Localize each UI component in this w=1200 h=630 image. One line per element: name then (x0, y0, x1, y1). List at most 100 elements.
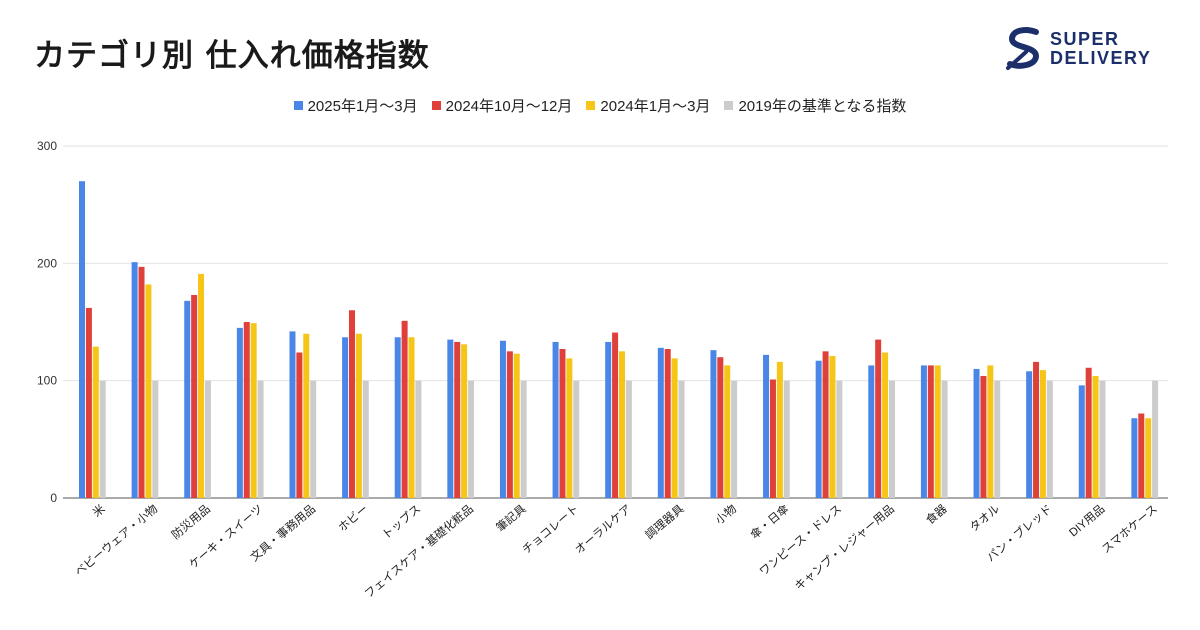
bar-2 (769, 379, 776, 498)
bar-3 (776, 361, 783, 498)
x-tick-label: 傘・日傘 (748, 502, 792, 542)
bar-3 (618, 351, 625, 498)
legend-label: 2024年1月～3月 (600, 98, 711, 115)
y-tick-label: 200 (37, 256, 57, 270)
bar-2 (296, 352, 303, 498)
legend-swatch (431, 101, 441, 110)
legend-swatch (293, 101, 303, 110)
x-tick-label: スマホケース (1099, 502, 1160, 556)
bar-1 (815, 360, 822, 498)
bar-2 (506, 351, 513, 498)
bar-3 (829, 356, 836, 498)
bar-3 (1092, 375, 1099, 498)
logo-text-line2: DELIVERY (1050, 48, 1152, 68)
bar-3 (250, 323, 257, 498)
bar-1 (447, 339, 454, 498)
bar-3 (1039, 370, 1046, 498)
bar-3 (461, 344, 468, 498)
x-tick-label: タオル (967, 502, 1002, 534)
x-tick-label: トップス (380, 502, 424, 542)
bar-2 (612, 332, 619, 498)
bar-3 (882, 352, 889, 498)
bar-1 (184, 300, 191, 498)
bar-1 (499, 340, 506, 498)
bar-1 (79, 181, 85, 498)
bar-4 (1152, 380, 1159, 498)
bar-3 (145, 284, 152, 498)
bar-2 (927, 365, 934, 498)
bar-4 (310, 380, 317, 498)
bar-3 (724, 365, 731, 498)
x-tick-label: 小物 (712, 502, 739, 528)
legend-label: 2024年10月～12月 (445, 98, 573, 115)
bar-2 (717, 357, 724, 498)
bar-2 (191, 295, 198, 498)
bar-4 (678, 380, 685, 498)
bar-3 (408, 337, 415, 498)
bar-3 (1145, 418, 1152, 498)
logo-text-line1: SUPER (1050, 29, 1120, 49)
legend-item-series-2: 2024年10月～12月 (431, 95, 573, 116)
x-tick-label: 防災用品 (169, 502, 213, 542)
x-tick-label: 調理器具 (642, 501, 687, 542)
bar-2 (1085, 367, 1092, 498)
bar-1 (552, 341, 559, 498)
bar-2 (138, 266, 145, 498)
bar-2 (454, 341, 461, 498)
bar-3 (987, 365, 994, 498)
bar-4 (257, 380, 264, 498)
bar-3 (934, 365, 941, 498)
bar-1 (1131, 418, 1138, 498)
legend-label: 2025年1月～3月 (307, 98, 418, 115)
bar-1 (920, 365, 927, 498)
legend-item-series-4: 2019年の基準となる指数 (724, 95, 906, 116)
bar-2 (401, 320, 408, 498)
super-delivery-logo: SUPER DELIVERY (1004, 26, 1174, 72)
bar-2 (980, 375, 987, 498)
bar-4 (888, 380, 895, 498)
bar-4 (1046, 380, 1053, 498)
y-tick-label: 0 (50, 491, 57, 505)
x-tick-label: オーラルケア (573, 502, 634, 556)
legend-swatch (724, 101, 734, 110)
bar-1 (342, 337, 349, 498)
bar-4 (941, 380, 948, 498)
bar-1 (657, 347, 664, 498)
bar-4 (836, 380, 843, 498)
bar-1 (1078, 385, 1085, 498)
x-tick-label: チョコレート (520, 502, 581, 556)
bar-1 (394, 337, 401, 498)
x-tick-label: 食器 (923, 501, 950, 527)
x-tick-label: 米 (90, 502, 108, 520)
x-tick-label: DIY用品 (1067, 502, 1108, 539)
bar-1 (236, 327, 243, 498)
bar-4 (468, 380, 475, 498)
logo-s-icon (1006, 27, 1040, 70)
bar-2 (559, 348, 566, 498)
bar-4 (625, 380, 632, 498)
x-tick-label: 筆記具 (493, 501, 529, 534)
bar-1 (973, 368, 980, 498)
bar-2 (243, 322, 250, 498)
bar-3 (303, 333, 310, 498)
bar-3 (92, 346, 99, 498)
legend-item-series-3: 2024年1月～3月 (586, 95, 710, 116)
x-tick-label: キャンプ・レジャー用品 (792, 502, 897, 593)
bar-1 (710, 350, 717, 498)
bar-1 (131, 262, 138, 498)
bar-1 (1026, 371, 1033, 498)
bar-4 (783, 380, 790, 498)
bar-4 (731, 380, 738, 498)
bar-4 (520, 380, 527, 498)
legend-item-series-1: 2025年1月～3月 (293, 95, 418, 116)
bar-3 (198, 273, 205, 498)
bar-1 (289, 331, 296, 498)
bar-3 (566, 358, 573, 498)
x-tick-label: フェイスケア・基礎化粧品 (362, 502, 476, 601)
bar-2 (85, 307, 92, 498)
bar-4 (573, 380, 580, 498)
bar-3 (671, 358, 678, 498)
bar-4 (152, 380, 159, 498)
bar-4 (1099, 380, 1106, 498)
